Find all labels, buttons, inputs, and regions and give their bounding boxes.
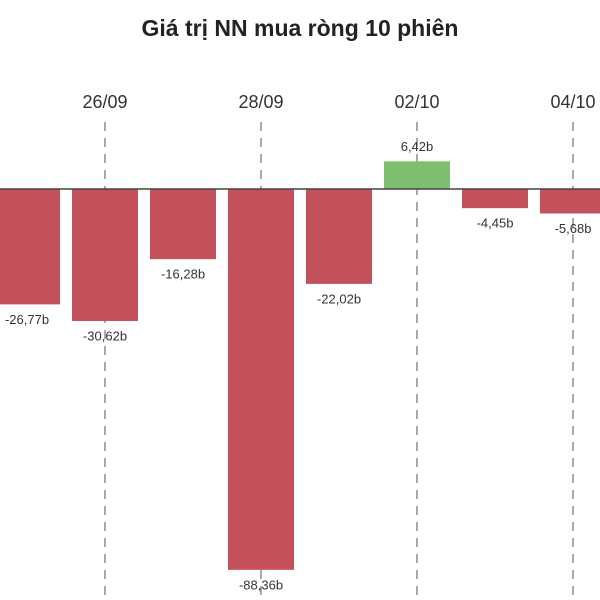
bar [306,189,372,284]
bar [540,189,600,214]
value-label: -4,45b [477,216,514,231]
value-label: -30,62b [83,328,127,343]
x-tick-label: 28/09 [238,92,283,112]
bar [0,189,60,305]
value-label: -5,68b [555,221,592,236]
bar [384,161,450,189]
x-tick-label: 04/10 [550,92,595,112]
value-label: -88,36b [239,577,283,592]
bar [228,189,294,570]
bar [150,189,216,260]
value-label: 6,42b [401,139,434,154]
value-label: -22,02b [317,291,361,306]
value-label: -16,28b [161,267,205,282]
value-label: -26,77b [5,312,49,327]
bar [462,189,528,209]
x-tick-label: 02/10 [394,92,439,112]
bar [72,189,138,321]
x-tick-label: 26/09 [82,92,127,112]
chart-title: Giá trị NN mua ròng 10 phiên [142,15,459,41]
